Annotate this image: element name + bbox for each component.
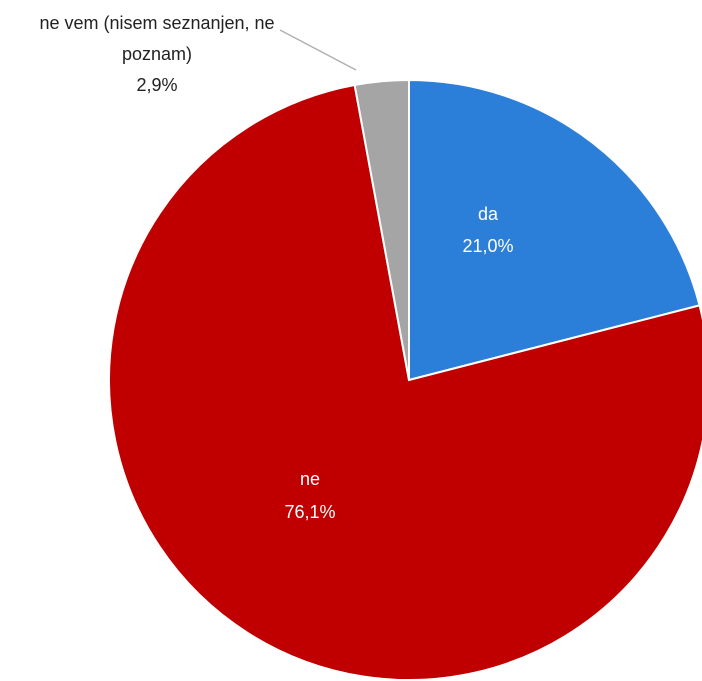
value-label: 21,0%	[462, 236, 513, 256]
outside-label: ne vem (nisem seznanjen, ne poznam) 2,9%	[17, 8, 297, 101]
pie-slice	[353, 78, 410, 381]
value-label: 2,9%	[136, 75, 178, 95]
pie-slice	[108, 83, 702, 681]
category-label: da	[478, 204, 499, 224]
category-label: ne vem (nisem seznanjen, ne poznam)	[39, 13, 275, 64]
category-label: ne	[300, 469, 320, 489]
pie-slice	[408, 78, 701, 382]
leader-line	[279, 29, 357, 71]
value-label: 76,1%	[284, 502, 335, 522]
